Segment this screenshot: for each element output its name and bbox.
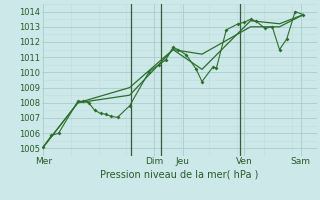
X-axis label: Pression niveau de la mer( hPa ): Pression niveau de la mer( hPa ) [100, 169, 258, 179]
